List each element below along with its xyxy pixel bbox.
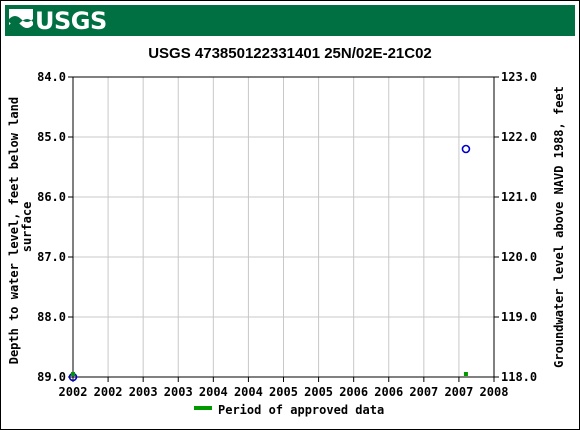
left-tick-label: 85.0: [37, 130, 66, 144]
usgs-logo-text: USGS: [35, 6, 107, 35]
y-axis-label-right: Groundwater level above NAVD 1988, feet: [552, 86, 566, 368]
right-tick-label: 118.0: [501, 370, 537, 384]
x-tick-label: 2007: [444, 385, 473, 399]
legend: Period of approved data: [194, 403, 384, 417]
data-marks: [68, 144, 471, 382]
grid-lines: [72, 76, 495, 378]
y-axis-label-left: Depth to water level, feet below land su…: [7, 90, 34, 365]
x-tick-label: 2006: [374, 385, 403, 399]
left-tick-label: 86.0: [37, 190, 66, 204]
x-tick-label: 2003: [129, 385, 158, 399]
right-tick-label: 122.0: [501, 130, 537, 144]
x-tick-label: 2003: [164, 385, 193, 399]
x-tick-label: 2005: [269, 385, 298, 399]
x-tick-label: 2002: [94, 385, 123, 399]
legend-approved-label: Period of approved data: [218, 403, 384, 417]
approved-period-mark: [463, 372, 468, 376]
usgs-logo[interactable]: USGS: [5, 5, 107, 36]
legend-approved-swatch: [194, 406, 212, 410]
x-tick-label: 2004: [199, 385, 228, 399]
y-axis-label-left-line-1: Depth to water level, feet below land: [7, 97, 21, 364]
data-point: [461, 144, 471, 154]
y-axis-label-left-line-2: surface: [20, 202, 34, 253]
usgs-wave-icon: [9, 8, 33, 33]
approved-period-mark: [71, 372, 75, 376]
x-tick-label: 2002: [59, 385, 88, 399]
right-axis: 123.0 122.0 121.0 120.0 119.0 118.0: [494, 70, 537, 384]
left-tick-label: 84.0: [37, 70, 66, 84]
usgs-banner: USGS: [5, 5, 575, 36]
right-tick-label: 119.0: [501, 310, 537, 324]
chart-title: USGS 473850122331401 25N/02E-21C02: [148, 45, 432, 62]
x-tick-label: 2008: [480, 385, 509, 399]
right-tick-label: 123.0: [501, 70, 537, 84]
left-tick-label: 87.0: [37, 250, 66, 264]
right-tick-label: 121.0: [501, 190, 537, 204]
left-tick-label: 89.0: [37, 370, 66, 384]
x-tick-label: 2006: [339, 385, 368, 399]
x-tick-label: 2004: [234, 385, 263, 399]
x-axis: 2002 2002 2003 2003 2004 2004 2005 2005 2006 2006…: [59, 377, 509, 399]
x-tick-label: 2005: [304, 385, 333, 399]
left-tick-label: 88.0: [37, 310, 66, 324]
left-axis: 84.0 85.0 86.0 87.0 88.0 89.0: [37, 70, 73, 384]
right-tick-label: 120.0: [501, 250, 537, 264]
x-tick-label: 2007: [409, 385, 438, 399]
